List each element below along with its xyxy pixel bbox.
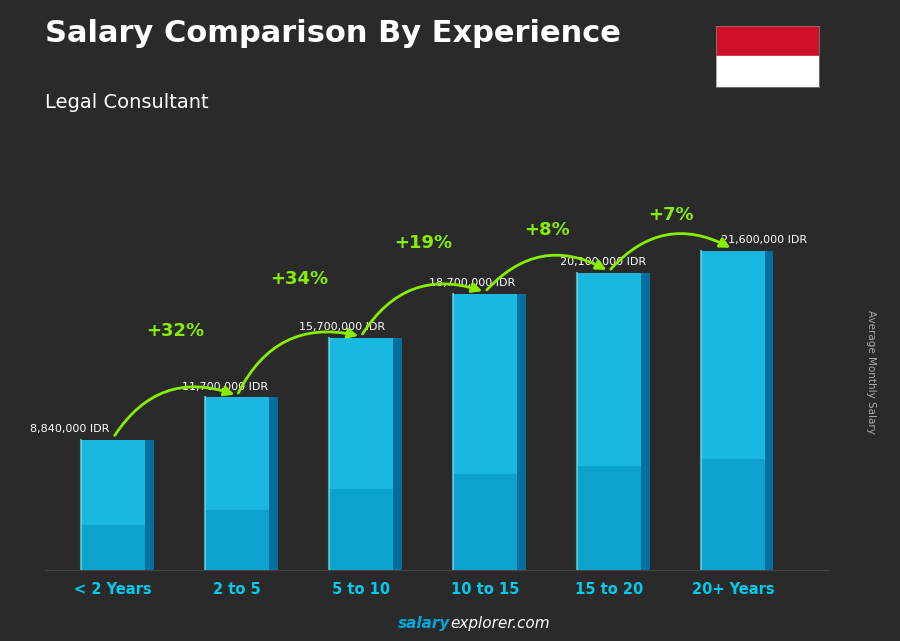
Bar — [716, 56, 819, 87]
Polygon shape — [393, 338, 401, 570]
Text: 11,700,000 IDR: 11,700,000 IDR — [182, 381, 268, 392]
Polygon shape — [641, 273, 650, 570]
Text: 15,700,000 IDR: 15,700,000 IDR — [300, 322, 385, 333]
Text: Average Monthly Salary: Average Monthly Salary — [866, 310, 877, 434]
Text: +8%: +8% — [524, 221, 570, 238]
Polygon shape — [577, 467, 641, 570]
Polygon shape — [453, 294, 518, 570]
Polygon shape — [328, 338, 393, 570]
Polygon shape — [518, 294, 526, 570]
Polygon shape — [269, 397, 278, 570]
Text: salary: salary — [398, 617, 450, 631]
Polygon shape — [765, 251, 773, 570]
Polygon shape — [81, 440, 146, 570]
Polygon shape — [146, 440, 154, 570]
Text: explorer.com: explorer.com — [450, 617, 550, 631]
Text: 21,600,000 IDR: 21,600,000 IDR — [721, 235, 807, 246]
Polygon shape — [453, 474, 518, 570]
Text: Salary Comparison By Experience: Salary Comparison By Experience — [45, 19, 621, 48]
Bar — [716, 26, 819, 56]
Text: 8,840,000 IDR: 8,840,000 IDR — [30, 424, 110, 434]
Polygon shape — [81, 525, 146, 570]
Polygon shape — [700, 459, 765, 570]
Text: +34%: +34% — [270, 271, 328, 288]
Polygon shape — [328, 489, 393, 570]
Polygon shape — [577, 273, 641, 570]
Text: +32%: +32% — [146, 322, 204, 340]
Text: +7%: +7% — [648, 206, 694, 224]
Polygon shape — [700, 251, 765, 570]
Text: +19%: +19% — [394, 233, 452, 251]
Text: 18,700,000 IDR: 18,700,000 IDR — [429, 278, 516, 288]
Polygon shape — [205, 397, 269, 570]
Polygon shape — [205, 510, 269, 570]
Text: Legal Consultant: Legal Consultant — [45, 93, 209, 112]
Text: 20,100,000 IDR: 20,100,000 IDR — [560, 258, 646, 267]
